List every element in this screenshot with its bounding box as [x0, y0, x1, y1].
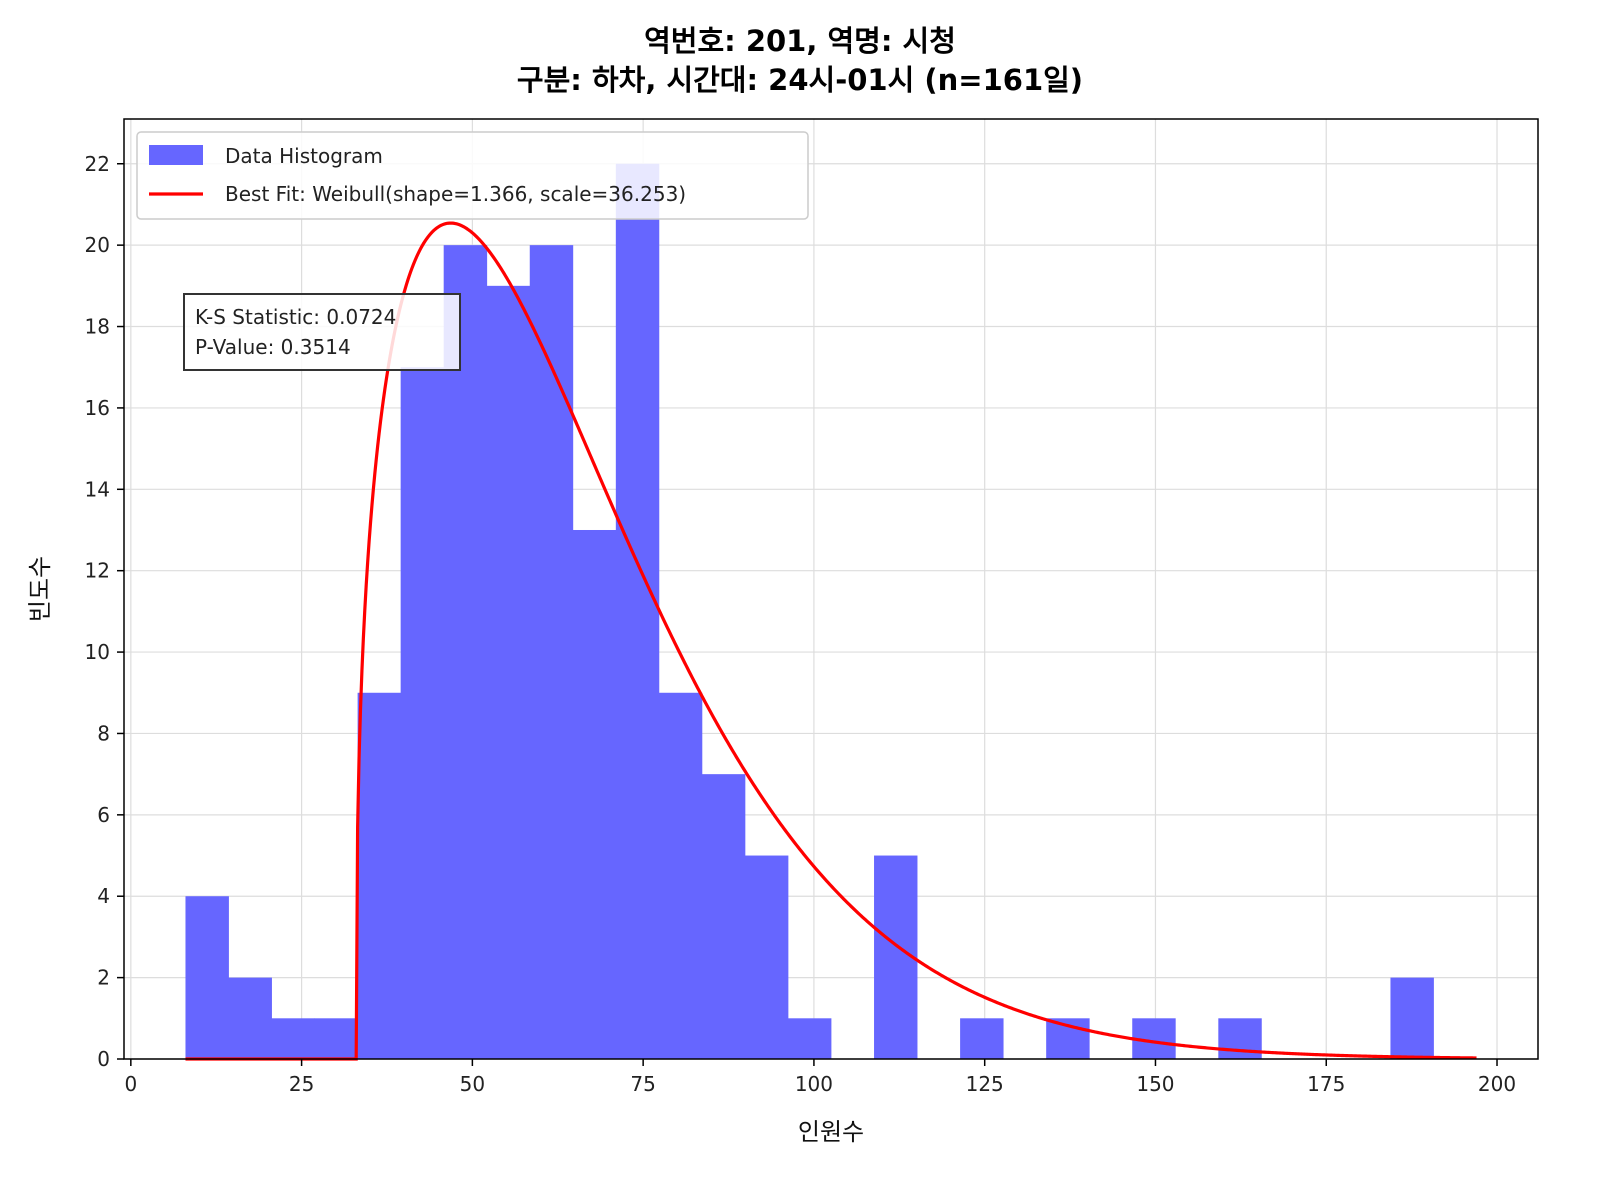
- chart-title: 역번호: 201, 역명: 시청 구분: 하차, 시간대: 24시-01시 (n…: [0, 22, 1600, 100]
- histogram-bar: [486, 285, 531, 1059]
- histogram-bar: [185, 896, 229, 1059]
- stats-box: K-S Statistic: 0.0724 P-Value: 0.3514: [183, 293, 461, 371]
- x-tick-label: 75: [630, 1072, 655, 1096]
- axis-ticks: 0 25 50 75 100 125 150 175 200 0 2 4 6 8 10 12 14 16 18 20 2…: [85, 152, 1517, 1096]
- x-tick-label: 50: [460, 1072, 485, 1096]
- y-tick-label: 8: [97, 721, 110, 745]
- y-tick-label: 16: [85, 396, 110, 420]
- ks-statistic-text: K-S Statistic: 0.0724: [195, 305, 396, 329]
- y-tick-label: 0: [97, 1047, 110, 1071]
- histogram-bar: [572, 529, 617, 1059]
- y-tick-label: 22: [85, 152, 110, 176]
- x-tick-label: 200: [1478, 1072, 1516, 1096]
- y-tick-label: 4: [97, 884, 110, 908]
- legend-label-histogram: Data Histogram: [225, 144, 383, 168]
- histogram-bar: [658, 692, 703, 1059]
- histogram-bar: [701, 774, 746, 1059]
- chart-title-line-1: 역번호: 201, 역명: 시청: [644, 24, 956, 58]
- y-tick-label: 20: [85, 233, 110, 257]
- histogram-bar: [314, 1018, 359, 1059]
- histogram-bar: [744, 855, 789, 1059]
- histogram-bar: [960, 1018, 1004, 1059]
- histogram-bar: [615, 163, 660, 1059]
- y-tick-label: 18: [85, 315, 110, 339]
- legend: Data Histogram Best Fit: Weibull(shape=1…: [136, 131, 809, 220]
- p-value-text: P-Value: 0.3514: [195, 335, 351, 359]
- x-tick-label: 150: [1136, 1072, 1174, 1096]
- x-axis-label: 인원수: [798, 1118, 864, 1146]
- y-tick-label: 10: [85, 640, 110, 664]
- stats-box-frame: [183, 293, 461, 371]
- histogram-bar: [357, 692, 402, 1059]
- histogram-bar: [271, 1018, 315, 1059]
- legend-label-fit: Best Fit: Weibull(shape=1.366, scale=36.…: [225, 182, 686, 206]
- x-tick-label: 25: [289, 1072, 314, 1096]
- grid: [124, 119, 1538, 1060]
- y-axis-label: 빈도수: [26, 556, 54, 622]
- histogram-bar: [529, 245, 574, 1059]
- y-tick-label: 12: [85, 559, 110, 583]
- histogram-bar: [400, 367, 445, 1059]
- histogram-bar: [787, 1018, 832, 1059]
- x-tick-label: 175: [1307, 1072, 1345, 1096]
- y-tick-label: 6: [97, 803, 110, 827]
- y-tick-label: 2: [97, 966, 110, 990]
- x-tick-label: 125: [966, 1072, 1004, 1096]
- legend-box: [136, 131, 809, 220]
- y-tick-label: 14: [85, 477, 110, 501]
- histogram-bar: [228, 977, 272, 1059]
- histogram-bar: [1390, 977, 1434, 1059]
- chart-title-line-2: 구분: 하차, 시간대: 24시-01시 (n=161일): [516, 63, 1084, 97]
- plot-frame: [123, 118, 1539, 1060]
- histogram-bar: [443, 245, 488, 1059]
- legend-swatch-histogram: [149, 145, 203, 165]
- x-tick-label: 0: [124, 1072, 137, 1096]
- x-tick-label: 100: [795, 1072, 833, 1096]
